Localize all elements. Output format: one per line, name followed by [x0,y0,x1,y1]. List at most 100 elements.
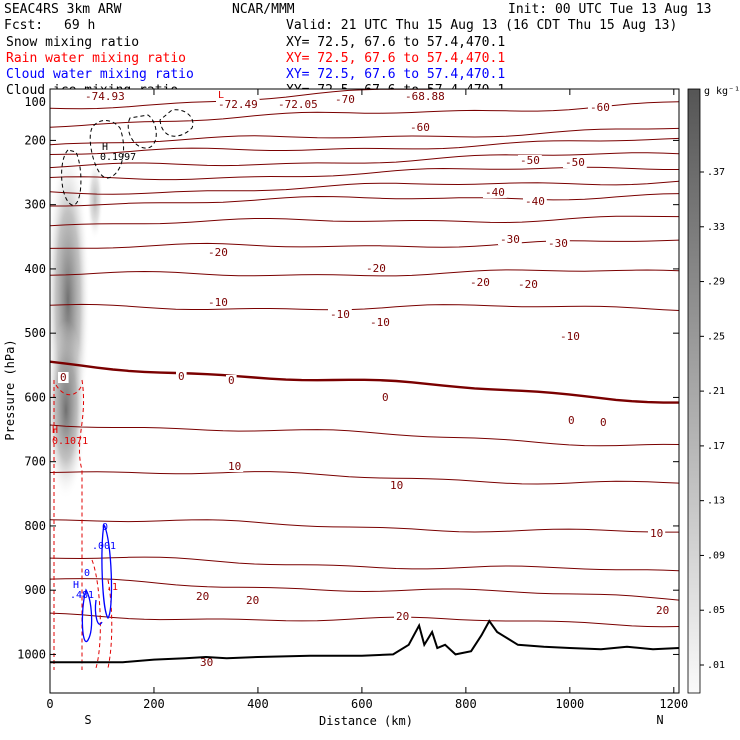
temp-contour-13 [50,424,679,447]
contour-label-bg-14 [364,263,388,274]
org-label: NCAR/MMM [232,2,295,17]
contour-label-0: -74.93 [85,90,125,103]
y-tick-label-top: 100 [24,95,46,109]
contour-label-5: -60 [590,101,610,114]
extremum-label-L: L [218,90,224,101]
temperature-contours [50,89,679,628]
contour-label-bg-20 [558,331,582,342]
extremum-label-cw-0: 0 [84,568,90,579]
temp-contour-7 [50,193,679,207]
legend-name-1: Rain water mixing ratio [6,51,186,66]
contour-label-bg-0 [83,91,127,102]
contour-label-bg-24 [380,392,391,403]
contour-label-30: 20 [196,590,209,603]
colorbar-tick-label-5: .17 [707,441,725,452]
colorbar-gradient [687,88,701,694]
temp-contour-4 [50,152,679,169]
ice-contour-3 [127,114,157,149]
temp-contour-1 [50,101,679,128]
contour-label-bg-6 [408,122,432,133]
temp-contour-16 [50,556,679,572]
colorbar-tick-label-3: .25 [707,331,725,342]
contour-label-bg-12 [546,238,570,249]
x-tick-label-2: 400 [247,697,269,711]
contour-label-bg-27 [226,461,244,472]
y-tick-label-4: 600 [24,390,46,404]
y-tick-label-5: 700 [24,455,46,469]
ice-contour-2 [89,120,124,179]
contour-label-bg-26 [598,417,609,428]
rain-contour-cap [55,384,83,396]
contour-label-3: -70 [335,93,355,106]
contour-label-bg-33 [654,605,672,616]
contour-label-32: 20 [396,610,409,623]
contour-label-20: -10 [560,330,580,343]
legend-name-0: Snow mixing ratio [6,35,139,50]
rain-contour-3 [91,559,101,669]
y-tick-label-3: 500 [24,326,46,340]
legend-name-2: Cloud water mixing ratio [6,67,194,82]
contour-label-bg-5 [588,102,612,113]
rain-water-contours [53,379,113,670]
temp-contour-17 [50,578,679,601]
contour-label-8: -50 [565,156,585,169]
contour-label-12: -30 [548,237,568,250]
contour-label-bg-8 [563,157,587,168]
contour-label-19: -10 [370,316,390,329]
temp-contour-15 [50,519,679,533]
x-tick-label-6: 1200 [659,697,688,711]
terrain-surface [50,619,679,664]
contour-label-9: -40 [485,186,505,199]
extremum-label-rain-value: 0.1071 [52,436,88,447]
y-tick-label-0: 200 [24,133,46,147]
extremum-label-cw-value: .481 [70,590,94,601]
legend-xy-1: XY= 72.5, 67.6 to 57.4,470.1 [286,51,505,66]
colorbar-ticks: .37 .33 .29 .25 .21 .17 .13 .09 .05 .01 [700,167,725,671]
colorbar: .37 .33 .29 .25 .21 .17 .13 .09 .05 .01 g kg⁻¹ [687,86,740,694]
contour-label-bg-15 [468,277,492,288]
temp-contour-9 [50,239,679,249]
contour-label-16: -20 [518,278,538,291]
contour-label-bg-28 [388,480,406,491]
extremum-labels: H 0.1997 H 0.1071 H .481 0 .001 0 .1 L [52,90,224,601]
contour-label-bg-23 [226,375,237,386]
cloud-ice-contours [61,109,194,206]
forecast-hour: 69 h [64,18,95,33]
extremum-label-ice-value: 0.1997 [100,152,136,163]
colorbar-tick-label-7: .09 [707,550,725,561]
temp-contour-18 [50,612,679,628]
contour-label-bg-18 [328,309,352,320]
endpoint-north: N [656,713,663,727]
extremum-label-cw-small: .001 [92,541,116,552]
extremum-label-cw-H: H [73,580,79,591]
contour-label-18: -10 [330,308,350,321]
legend-xy-0: XY= 72.5, 67.6 to 57.4,470.1 [286,35,505,50]
temp-contour-6 [50,180,679,195]
contour-label-bg-11 [498,234,522,245]
contour-label-bg-22 [176,371,187,382]
contour-label-bg-21 [58,372,69,383]
contour-label-4: -68.88 [405,90,445,103]
rain-contour-right [79,379,85,670]
contour-label-bg-9 [483,187,507,198]
cloud-water-contour-1 [81,588,93,643]
y-tick-label-6: 800 [24,519,46,533]
contour-label-bg-1 [216,99,260,110]
ice-contour-4 [159,109,194,137]
temp-contour-14 [50,471,679,485]
cloud-water-contours [81,523,113,643]
cloud-water-contour-3 [94,599,103,625]
contour-label-15: -20 [470,276,490,289]
contour-label-bg-10 [523,196,547,207]
contour-label-bg-31 [244,595,262,606]
contour-label-13: -20 [208,246,228,259]
extremum-label-rain-H: H [52,425,58,436]
x-tick-label-3: 600 [351,697,373,711]
contour-label-24: 0 [382,391,389,404]
x-tick-label-1: 200 [143,697,165,711]
contour-label-bg-17 [206,297,230,308]
contour-label-bg-16 [516,279,540,290]
extremum-label-cw-top0: 0 [102,522,108,533]
contour-label-34: 30 [200,656,213,669]
